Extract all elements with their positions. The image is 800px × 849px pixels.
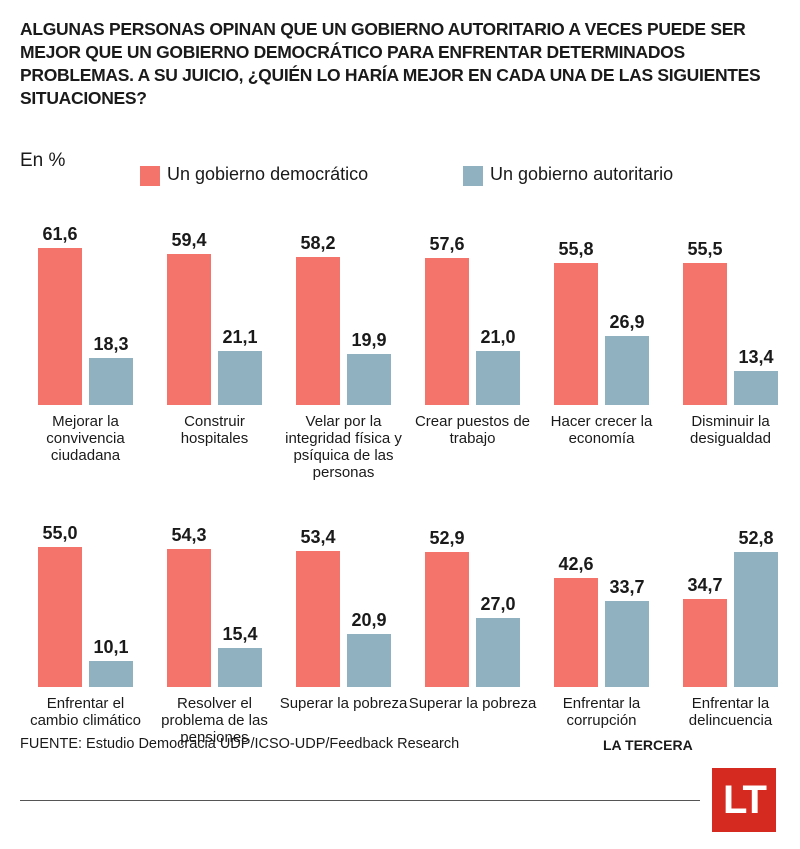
bar xyxy=(296,550,340,687)
bar xyxy=(296,256,340,405)
value-label: 54,3 xyxy=(171,524,207,545)
bar xyxy=(167,253,211,405)
category-label: Crear puestos de trabajo xyxy=(414,413,531,447)
value-label: 19,9 xyxy=(351,330,387,351)
value-label: 21,1 xyxy=(222,327,258,348)
value-label: 27,0 xyxy=(480,594,516,615)
value-label: 34,7 xyxy=(687,574,723,595)
bar xyxy=(605,336,649,405)
value-label: 61,6 xyxy=(42,223,78,244)
category-label: Resolver el problema de las pensiones xyxy=(161,695,268,746)
bar xyxy=(476,618,520,687)
bar xyxy=(218,647,262,687)
value-label: 57,6 xyxy=(429,234,465,255)
bar xyxy=(38,247,82,405)
value-label: 18,3 xyxy=(93,334,129,355)
value-label: 55,0 xyxy=(42,522,78,543)
bar xyxy=(554,262,598,405)
category-label: Enfrentar la delincuencia xyxy=(688,695,773,729)
bar xyxy=(218,351,262,405)
legend-swatch xyxy=(140,166,160,186)
value-label: 20,9 xyxy=(351,609,387,630)
category-label: Superar la pobreza xyxy=(408,695,537,712)
category-label: Construir hospitales xyxy=(180,413,249,447)
bar xyxy=(425,258,469,405)
value-label: 21,0 xyxy=(480,327,516,348)
bar xyxy=(605,601,649,687)
value-label: 55,5 xyxy=(687,239,723,260)
value-label: 33,7 xyxy=(609,577,645,598)
value-label: 59,4 xyxy=(171,229,207,250)
bar xyxy=(89,661,133,687)
value-label: 53,4 xyxy=(300,526,336,547)
brand: LA TERCERA xyxy=(603,737,693,753)
bar xyxy=(347,354,391,405)
bar xyxy=(554,578,598,687)
value-label: 10,1 xyxy=(93,637,129,658)
legend-label: Un gobierno democrático xyxy=(167,164,369,184)
value-label: 52,9 xyxy=(429,528,465,549)
value-label: 55,8 xyxy=(558,238,594,259)
category-label: Hacer crecer la economía xyxy=(550,413,653,447)
value-label: 52,8 xyxy=(738,528,774,549)
bar xyxy=(683,263,727,405)
value-label: 26,9 xyxy=(609,312,645,333)
bar xyxy=(683,598,727,687)
category-label: Enfrentar el cambio climático xyxy=(30,695,141,729)
chart-title: ALGUNAS PERSONAS OPINAN QUE UN GOBIERNO … xyxy=(20,19,761,108)
category-label: Enfrentar la corrupción xyxy=(562,695,641,729)
legend-swatch xyxy=(463,166,483,186)
bar xyxy=(425,552,469,687)
bar xyxy=(476,351,520,405)
category-label: Velar por la integridad física y psíquic… xyxy=(285,413,402,481)
category-label: Disminuir la desigualdad xyxy=(690,413,771,447)
legend-label: Un gobierno autoritario xyxy=(490,164,674,184)
unit-label: En % xyxy=(20,150,66,171)
category-label: Mejorar la convivencia ciudadana xyxy=(46,413,125,464)
value-label: 42,6 xyxy=(558,554,594,575)
source: FUENTE: Estudio Democracia UDP/ICSO-UDP/… xyxy=(20,736,460,752)
bar xyxy=(89,358,133,405)
value-label: 15,4 xyxy=(222,623,258,644)
value-label: 58,2 xyxy=(300,232,336,253)
rule xyxy=(20,800,700,801)
logo: LT xyxy=(712,768,776,832)
bar xyxy=(734,370,778,405)
bar xyxy=(167,548,211,687)
bar xyxy=(38,546,82,687)
value-label: 13,4 xyxy=(738,346,774,367)
bar xyxy=(347,633,391,687)
category-label: Superar la pobreza xyxy=(279,695,408,712)
bar xyxy=(734,552,778,687)
